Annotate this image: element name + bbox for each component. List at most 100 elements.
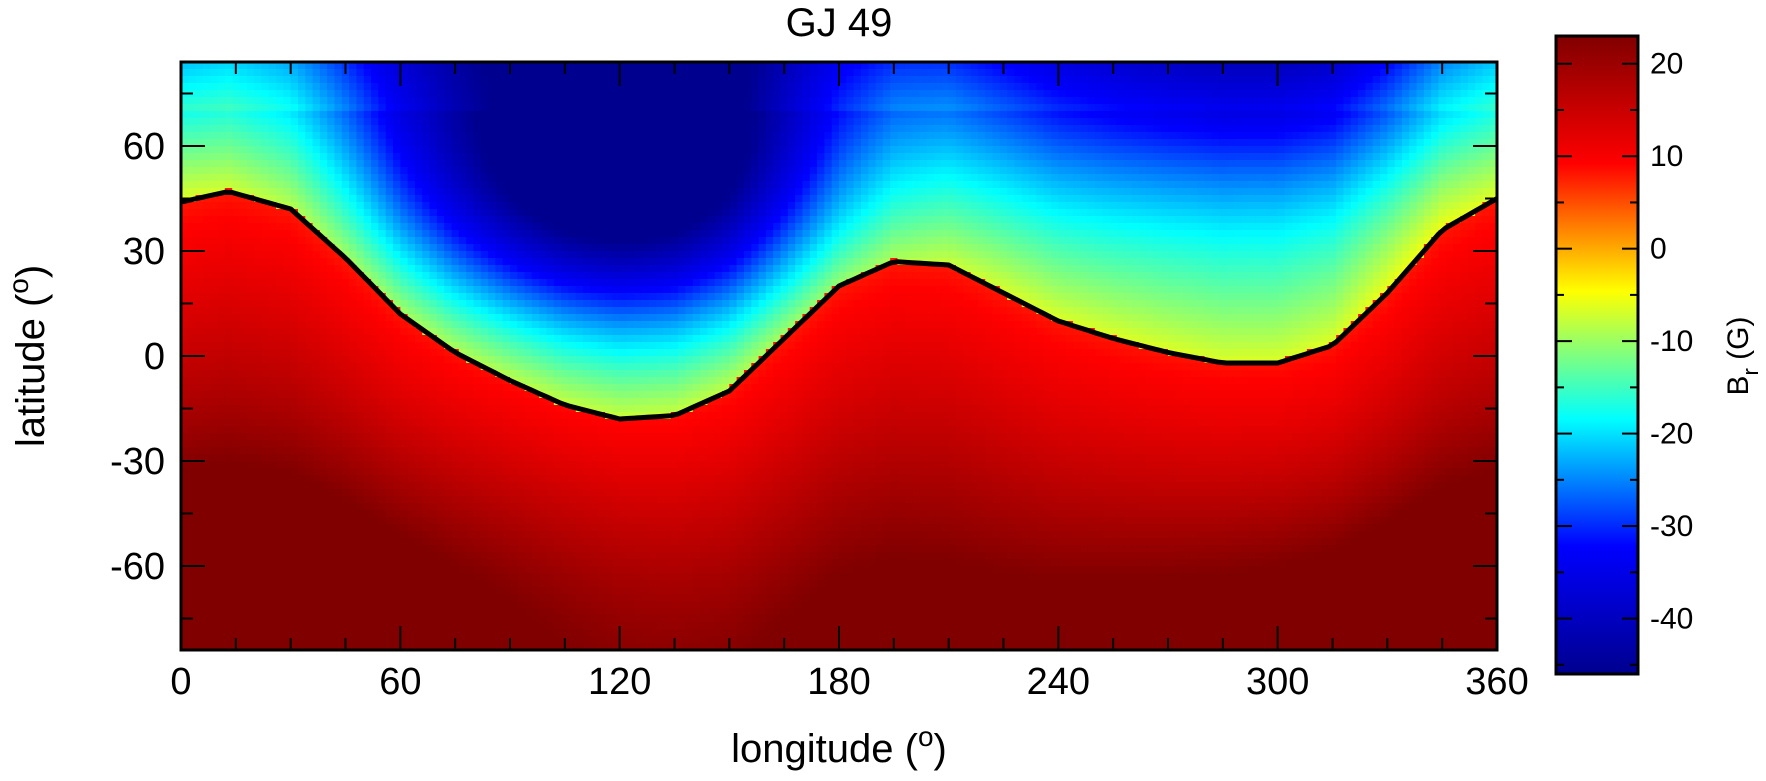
- heatmap-cell: [1197, 174, 1206, 182]
- heatmap-cell: [685, 90, 694, 98]
- heatmap-cell: [992, 167, 1001, 175]
- heatmap-cell: [422, 83, 431, 91]
- heatmap-cell: [1168, 195, 1176, 203]
- heatmap-cell: [1065, 223, 1074, 231]
- heatmap-cell: [458, 62, 467, 70]
- heatmap-cell: [743, 111, 752, 119]
- heatmap-cell: [1182, 153, 1191, 161]
- heatmap-cell: [1416, 167, 1425, 175]
- heatmap-cell: [1109, 251, 1118, 259]
- heatmap-cell: [1284, 90, 1293, 98]
- heatmap-cell: [202, 153, 211, 161]
- heatmap-cell: [254, 90, 263, 98]
- heatmap-cell: [999, 167, 1008, 175]
- heatmap-cell: [1189, 160, 1198, 168]
- heatmap-cell: [371, 146, 379, 154]
- heatmap-cell: [575, 244, 584, 252]
- heatmap-cell: [1328, 153, 1337, 161]
- heatmap-cell: [334, 146, 343, 154]
- heatmap-cell: [912, 153, 921, 161]
- heatmap-cell: [1131, 132, 1140, 140]
- heatmap-cell: [1043, 125, 1052, 133]
- heatmap-cell: [1124, 195, 1133, 203]
- heatmap-cell: [707, 251, 716, 259]
- heatmap-cell: [934, 188, 942, 196]
- heatmap-cell: [232, 132, 241, 140]
- heatmap-cell: [1014, 230, 1023, 238]
- heatmap-cell: [1314, 125, 1323, 133]
- heatmap-cell: [1058, 167, 1067, 175]
- heatmap-cell: [1299, 76, 1308, 84]
- heatmap-cell: [860, 125, 869, 133]
- heatmap-cell: [502, 237, 511, 245]
- heatmap-cell: [1168, 237, 1176, 245]
- heatmap-cell: [1438, 104, 1447, 112]
- heatmap-cell: [597, 167, 606, 175]
- heatmap-cell: [634, 181, 643, 189]
- heatmap-cell: [1380, 97, 1388, 105]
- heatmap-cell: [656, 90, 665, 98]
- heatmap-cell: [919, 244, 928, 252]
- heatmap-cell: [736, 118, 745, 126]
- heatmap-cell: [422, 139, 431, 147]
- heatmap-cell: [210, 132, 219, 140]
- heatmap-cell: [181, 76, 189, 84]
- heatmap-cell: [795, 230, 804, 238]
- heatmap-cell: [1051, 118, 1059, 126]
- heatmap-cell: [583, 230, 592, 238]
- heatmap-cell: [568, 223, 577, 231]
- heatmap-cell: [1241, 188, 1250, 196]
- heatmap-cell: [531, 125, 540, 133]
- heatmap-cell: [276, 251, 284, 259]
- heatmap-cell: [1431, 76, 1440, 84]
- heatmap-cell: [349, 195, 358, 203]
- heatmap-cell: [656, 160, 665, 168]
- heatmap-cell: [1482, 223, 1491, 231]
- heatmap-cell: [1219, 230, 1228, 238]
- heatmap-cell: [312, 139, 321, 147]
- heatmap-cell: [297, 76, 306, 84]
- heatmap-cell: [480, 251, 489, 259]
- heatmap-cell: [700, 97, 708, 105]
- heatmap-cell: [575, 209, 584, 217]
- heatmap-cell: [714, 146, 723, 154]
- heatmap-cell: [1124, 139, 1133, 147]
- heatmap-cell: [568, 209, 577, 217]
- heatmap-cell: [1445, 90, 1454, 98]
- heatmap-cell: [378, 97, 387, 105]
- heatmap-cell: [297, 153, 306, 161]
- heatmap-cell: [904, 83, 913, 91]
- heatmap-cell: [1299, 132, 1308, 140]
- heatmap-cell: [1204, 195, 1213, 203]
- heatmap-cell: [1189, 104, 1198, 112]
- heatmap-cell: [1460, 167, 1469, 175]
- heatmap-cell: [341, 223, 350, 231]
- heatmap-cell: [385, 76, 394, 84]
- heatmap-cell: [407, 202, 416, 210]
- heatmap-cell: [217, 237, 226, 245]
- heatmap-cell: [1138, 174, 1147, 182]
- heatmap-cell: [1189, 153, 1198, 161]
- heatmap-cell: [1394, 111, 1403, 119]
- heatmap-cell: [1036, 160, 1045, 168]
- heatmap-cell: [1087, 181, 1096, 189]
- heatmap-cell: [1197, 244, 1206, 252]
- heatmap-cell: [809, 251, 818, 259]
- heatmap-cell: [378, 160, 387, 168]
- heatmap-cell: [1189, 188, 1198, 196]
- heatmap-cell: [539, 244, 548, 252]
- heatmap-cell: [1233, 125, 1242, 133]
- heatmap-cell: [1365, 160, 1374, 168]
- heatmap-cell: [795, 111, 804, 119]
- heatmap-cell: [1168, 160, 1176, 168]
- heatmap-cell: [1438, 167, 1447, 175]
- heatmap-cell: [685, 244, 694, 252]
- heatmap-cell: [824, 167, 833, 175]
- heatmap-cell: [422, 202, 431, 210]
- heatmap-cell: [1014, 76, 1023, 84]
- heatmap-cell: [1146, 83, 1154, 91]
- heatmap-cell: [765, 139, 774, 147]
- heatmap-cell: [612, 125, 621, 133]
- heatmap-cell: [1416, 104, 1425, 112]
- heatmap-cell: [1409, 104, 1418, 112]
